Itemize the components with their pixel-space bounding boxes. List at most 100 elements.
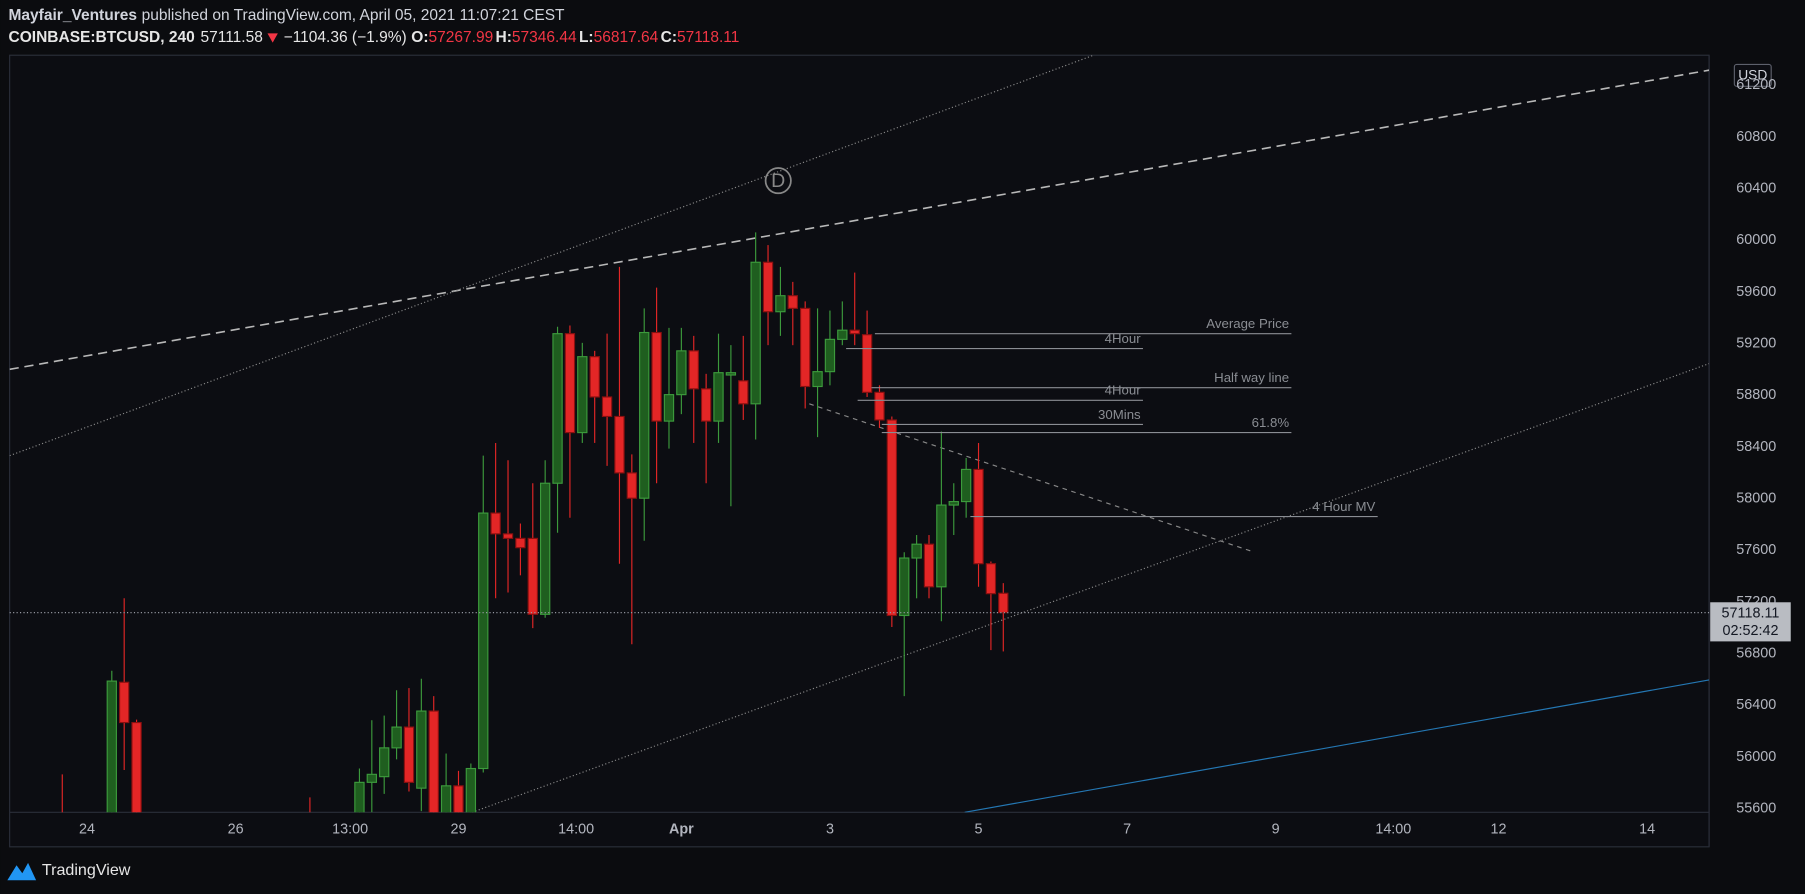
trend-line: [9, 69, 1710, 371]
candle-body: [379, 747, 390, 778]
candle-body: [626, 472, 638, 499]
last-price-label: 57118.11: [1722, 606, 1780, 622]
candle-body: [428, 710, 439, 813]
y-tick-label: 59600: [1736, 284, 1776, 300]
currency-box: [1733, 63, 1772, 87]
open-label: O:: [411, 29, 428, 46]
candle-body: [936, 504, 947, 588]
low-label: L:: [579, 29, 594, 46]
close-value: 57118.11: [677, 29, 739, 46]
last-price: 57111.58: [200, 29, 262, 46]
candle-body: [465, 767, 477, 813]
candle-body: [601, 396, 613, 418]
candle-body: [403, 726, 415, 783]
candle-body: [874, 391, 885, 421]
candle-body: [515, 537, 526, 549]
candle-body: [886, 419, 898, 617]
x-tick-label: 26: [228, 821, 244, 837]
annotation-label: 4Hour: [1105, 383, 1142, 398]
close-label: C:: [661, 29, 677, 46]
candle-body: [663, 394, 675, 422]
down-arrow-icon: [267, 33, 278, 43]
candle-body: [502, 533, 514, 539]
annotation-label: Half way line: [1214, 370, 1289, 385]
x-tick-label: 12: [1491, 821, 1507, 837]
drawings: D: [9, 55, 1710, 813]
plot-area: [9, 54, 1710, 848]
candle-body: [824, 338, 836, 373]
candles: [61, 232, 1009, 813]
candle-body: [861, 334, 873, 393]
candle-body: [119, 681, 130, 724]
x-tick-label: 14: [1639, 821, 1655, 837]
open-value: 57267.99: [429, 29, 494, 46]
author: Mayfair_Ventures: [9, 7, 138, 24]
countdown: 02:52:42: [1722, 623, 1778, 639]
change: −1104.36 (−1.9%): [284, 29, 407, 46]
trend-line: [964, 679, 1710, 813]
candle-body: [490, 512, 501, 535]
annotation-label: 4 Hour MV: [1312, 499, 1375, 514]
brand: TradingView: [42, 861, 131, 879]
candle-body: [762, 261, 774, 313]
overlay: Average Price 4Hour Half way line 4Hour 30Mi…: [9, 316, 1710, 614]
currency: USD: [1738, 68, 1767, 83]
x-tick-label: 7: [1123, 821, 1131, 837]
candle-body: [800, 307, 811, 388]
candle-body: [354, 781, 365, 813]
y-tick-label: 61200: [1736, 77, 1776, 93]
candle-body: [639, 331, 650, 499]
x-tick-label: 5: [975, 821, 983, 837]
y-tick-label: 55600: [1736, 800, 1776, 816]
candle-body: [948, 500, 959, 506]
candle-body: [960, 468, 972, 503]
x-tick-label: 24: [79, 821, 95, 837]
candle-body: [837, 329, 848, 340]
annotation-label: 30Mins: [1098, 407, 1141, 422]
x-tick-label: 13:00: [332, 821, 368, 837]
candle-body: [676, 350, 687, 396]
symbol: COINBASE:BTCUSD, 240: [9, 29, 195, 46]
candle-body: [416, 710, 427, 789]
candle-body: [614, 415, 625, 474]
candle-body: [775, 295, 786, 313]
y-tick-label: 57600: [1736, 542, 1776, 558]
x-tick-label: 29: [450, 821, 466, 837]
x-tick-label: 14:00: [1375, 821, 1411, 837]
x-tick-label: 3: [826, 821, 834, 837]
candle-body: [725, 372, 737, 376]
candle-body: [923, 543, 935, 588]
candle-body: [589, 356, 600, 398]
y-tick-label: 56400: [1736, 697, 1776, 713]
y-tick-label: 60000: [1736, 232, 1776, 248]
candle-body: [849, 329, 860, 335]
high-label: H:: [496, 29, 512, 46]
x-tick-label: Apr: [669, 821, 694, 837]
candle-body: [453, 785, 464, 813]
candle-body: [440, 785, 452, 813]
candle-body: [366, 773, 377, 783]
y-tick-label: 60400: [1736, 181, 1776, 197]
candle-body: [713, 372, 724, 422]
candle-body: [985, 563, 997, 595]
published: published on TradingView.com, April 05, …: [142, 7, 565, 24]
pattern-marker: [764, 167, 792, 195]
candle-body: [552, 333, 563, 484]
annotation-label: 61.8%: [1252, 415, 1290, 430]
candle-body: [998, 592, 1009, 614]
trend-line: [809, 403, 1255, 553]
candle-body: [911, 543, 922, 559]
low-value: 56817.64: [594, 29, 659, 46]
candle-body: [651, 331, 662, 422]
annotation-label: Average Price: [1206, 316, 1289, 331]
candle-body: [564, 333, 576, 434]
y-tick-label: 58000: [1736, 491, 1776, 507]
candle-body: [812, 371, 823, 388]
y-tick-label: 59200: [1736, 336, 1776, 352]
candle-body: [899, 557, 910, 617]
annotation-label: 4Hour: [1105, 331, 1142, 346]
candle-body: [577, 356, 588, 434]
candle-body: [539, 482, 551, 615]
